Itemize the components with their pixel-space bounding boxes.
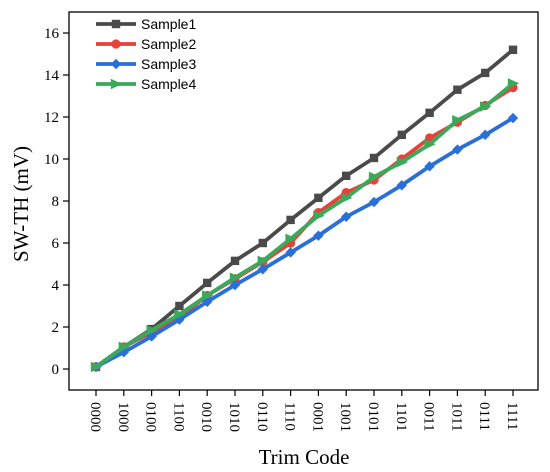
x-tick-label: 0001 bbox=[309, 402, 325, 432]
data-point bbox=[175, 301, 184, 311]
y-tick-label: 14 bbox=[44, 68, 60, 84]
series-line bbox=[94, 81, 515, 369]
data-point bbox=[174, 309, 186, 320]
legend-label: Sample3 bbox=[141, 56, 196, 72]
legend-label: Sample1 bbox=[141, 16, 196, 32]
legend-item-2: Sample2 bbox=[96, 36, 196, 52]
x-axis-title: Trim Code bbox=[259, 445, 350, 469]
legend-marker bbox=[111, 39, 121, 49]
data-point bbox=[424, 139, 436, 150]
y-tick-label: 12 bbox=[44, 110, 59, 126]
y-tick-label: 2 bbox=[52, 320, 60, 336]
x-tick-label: 0111 bbox=[476, 402, 492, 431]
data-point bbox=[342, 171, 351, 180]
data-point bbox=[257, 255, 269, 267]
data-point bbox=[397, 130, 406, 140]
y-tick-label: 4 bbox=[52, 278, 60, 294]
data-point bbox=[452, 114, 464, 126]
legend-marker bbox=[110, 58, 122, 70]
x-tick-label: 1011 bbox=[448, 402, 464, 431]
data-point bbox=[368, 196, 380, 208]
series-4 bbox=[90, 78, 520, 373]
data-point bbox=[118, 341, 130, 353]
data-point bbox=[396, 180, 407, 191]
x-tick-label: 1001 bbox=[337, 402, 353, 432]
y-tick-label: 10 bbox=[44, 152, 59, 168]
legend-item-1: Sample1 bbox=[96, 16, 196, 32]
data-point bbox=[453, 85, 462, 94]
x-tick-label: 1110 bbox=[282, 402, 298, 431]
data-point bbox=[285, 247, 296, 258]
y-tick-label: 6 bbox=[52, 236, 60, 252]
x-tick-label: 1010 bbox=[226, 402, 242, 432]
x-tick-label: 0100 bbox=[143, 402, 159, 432]
y-tick-label: 0 bbox=[52, 362, 60, 378]
data-point bbox=[508, 45, 518, 54]
data-point bbox=[425, 108, 434, 117]
series-3 bbox=[90, 112, 519, 373]
data-point bbox=[507, 78, 520, 89]
legend-item-3: Sample3 bbox=[96, 56, 196, 72]
legend-marker bbox=[111, 19, 121, 29]
data-point bbox=[480, 129, 491, 141]
y-tick-label: 8 bbox=[52, 194, 60, 210]
series-line bbox=[95, 116, 514, 369]
legend-label: Sample2 bbox=[141, 36, 196, 52]
x-tick-label: 1111 bbox=[504, 402, 520, 430]
data-point bbox=[341, 211, 352, 222]
data-point bbox=[396, 156, 408, 168]
data-point bbox=[368, 171, 381, 183]
data-point bbox=[314, 193, 323, 203]
y-tick-label: 16 bbox=[44, 26, 60, 42]
data-point bbox=[286, 215, 295, 225]
y-axis-title: SW-TH (mV) bbox=[9, 146, 33, 262]
data-point bbox=[230, 256, 240, 266]
x-tick-label: 1101 bbox=[393, 402, 409, 431]
legend-label: Sample4 bbox=[141, 76, 196, 92]
data-point bbox=[258, 238, 267, 248]
series-1 bbox=[91, 45, 518, 372]
x-tick-label: 0110 bbox=[254, 402, 270, 431]
data-point bbox=[285, 233, 297, 244]
x-tick-label: 0011 bbox=[421, 402, 437, 431]
legend-item-4: Sample4 bbox=[96, 76, 196, 92]
x-tick-label: 1000 bbox=[115, 402, 131, 432]
x-tick-label: 0101 bbox=[365, 402, 381, 432]
series-line bbox=[94, 48, 515, 369]
data-point bbox=[203, 278, 212, 288]
data-point bbox=[146, 324, 158, 336]
data-point bbox=[313, 230, 324, 241]
data-point bbox=[257, 264, 268, 275]
data-point bbox=[118, 347, 129, 358]
data-point bbox=[90, 361, 103, 373]
plot-frame bbox=[68, 11, 539, 391]
data-point bbox=[202, 290, 214, 301]
data-point bbox=[507, 112, 519, 124]
x-tick-label: 1100 bbox=[170, 402, 186, 431]
data-point bbox=[369, 153, 379, 163]
x-tick-label: 0010 bbox=[198, 402, 214, 432]
x-tick-label: 0000 bbox=[87, 402, 103, 432]
legend-marker bbox=[110, 78, 123, 90]
data-point bbox=[313, 210, 325, 221]
data-point bbox=[229, 272, 242, 283]
data-point bbox=[481, 68, 490, 78]
data-point bbox=[480, 101, 492, 112]
data-point bbox=[341, 192, 353, 204]
data-point bbox=[424, 161, 435, 172]
data-point bbox=[229, 279, 241, 291]
data-point bbox=[452, 144, 463, 155]
